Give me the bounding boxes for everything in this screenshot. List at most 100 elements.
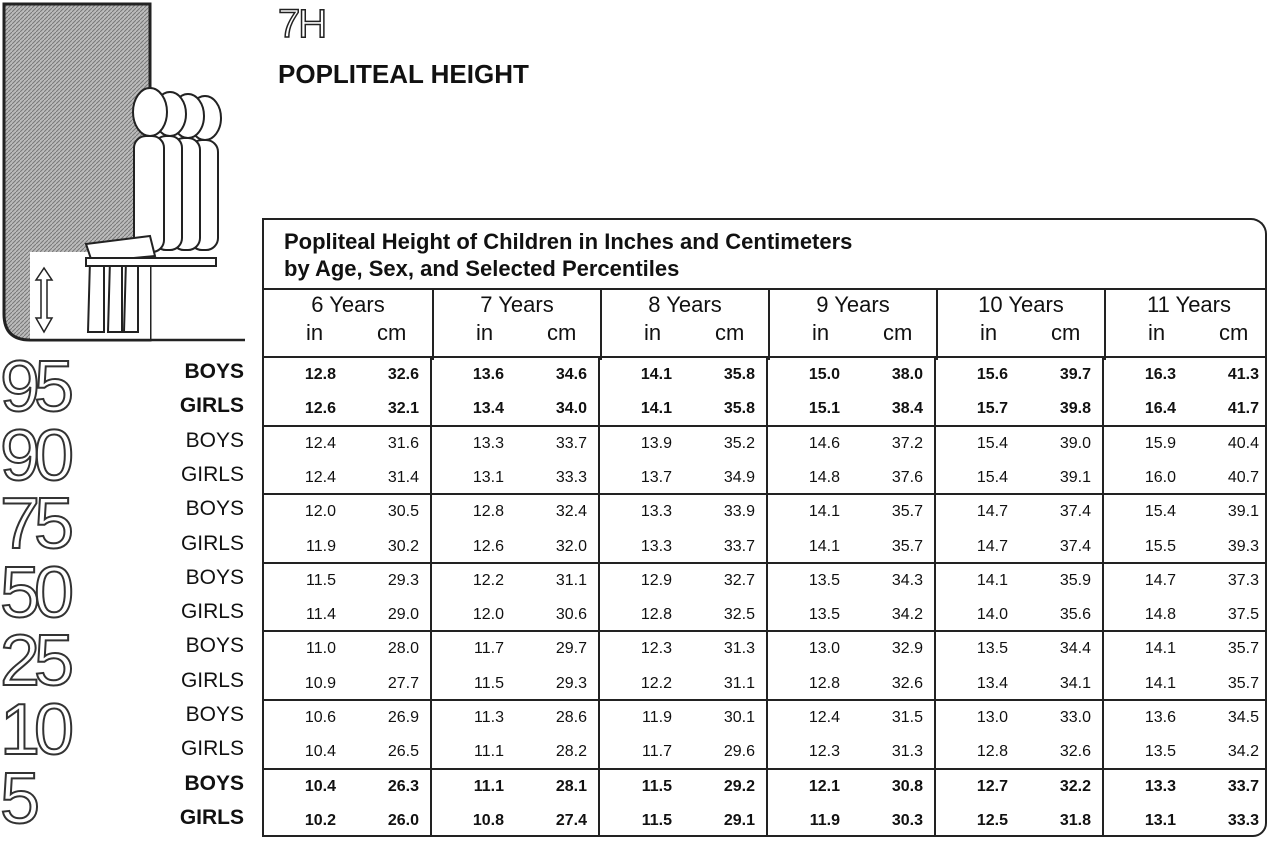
year-label: 8 Years (648, 292, 722, 317)
page-title: POPLITEAL HEIGHT (278, 59, 529, 89)
table-cell: 39.0 (1059, 434, 1091, 452)
sex-label: BOYS (185, 428, 244, 452)
table-cell: 31.3 (891, 743, 923, 761)
table-cell: 12.4 (304, 434, 336, 452)
table-cell: 31.8 (1059, 811, 1091, 829)
table-cell: 14.0 (976, 606, 1008, 624)
sex-label: BOYS (185, 703, 244, 726)
caption-line-1: Popliteal Height of Children in Inches a… (284, 229, 853, 254)
data-table: 12.8 32.6 13.6 34.6 14.1 35.8 15.0 38.0 15.6 39.7… (262, 356, 1267, 837)
seated-children-illustration (2, 2, 245, 342)
sex-label: GIRLS (180, 462, 244, 486)
table-cell: 31.6 (387, 434, 419, 452)
percentile-divider (264, 561, 1265, 564)
table-cell: 28.0 (387, 640, 419, 658)
table-cell: 26.0 (387, 811, 419, 829)
percentile-number: 5 (0, 758, 41, 839)
year-label: 11 Years (1146, 292, 1231, 317)
sex-label: GIRLS (179, 805, 244, 829)
table-cell: 15.7 (976, 400, 1008, 418)
table-cell: 12.9 (640, 571, 672, 589)
table-cell: 30.8 (891, 777, 923, 795)
table-cell: 12.2 (472, 571, 504, 589)
table-cell: 12.8 (472, 503, 504, 521)
table-cell: 34.2 (1227, 743, 1259, 761)
table-cell: 13.1 (472, 468, 504, 486)
table-cell: 31.4 (387, 468, 419, 486)
table-cell: 11.1 (474, 743, 504, 761)
table-cell: 35.6 (1059, 606, 1091, 624)
table-cell: 39.8 (1059, 400, 1091, 418)
table-cell: 15.5 (1144, 537, 1176, 555)
table-cell: 39.7 (1059, 366, 1091, 383)
table-cell: 39.3 (1227, 537, 1259, 555)
table-cell: 29.2 (723, 777, 755, 795)
table-cell: 13.7 (640, 468, 672, 486)
year-header: 7 Years in cm (432, 290, 600, 360)
sex-label: BOYS (185, 634, 244, 658)
table-cell: 13.5 (1144, 743, 1176, 761)
sex-label: BOYS (185, 497, 244, 521)
table-cell: 12.8 (304, 366, 336, 383)
table-cell: 13.5 (808, 571, 840, 589)
percentile-number: 10 (0, 690, 75, 770)
percentile-divider (264, 493, 1265, 496)
table-cell: 15.0 (808, 366, 840, 383)
table-cell: 13.0 (976, 709, 1008, 726)
sex-label: GIRLS (180, 737, 244, 761)
table-cell: 13.1 (1144, 811, 1176, 829)
table-cell: 37.3 (1227, 571, 1259, 589)
table-cell: 11.9 (809, 811, 840, 829)
table-cell: 41.3 (1227, 366, 1259, 383)
table-cell: 16.0 (1144, 468, 1176, 486)
table-cell: 32.4 (555, 503, 587, 521)
table-cell: 13.5 (808, 606, 840, 624)
table-cell: 35.9 (1059, 571, 1091, 589)
table-cell: 14.1 (808, 503, 840, 521)
table-cell: 28.2 (555, 743, 587, 761)
table-cell: 15.1 (808, 400, 840, 418)
table-cell: 26.5 (387, 743, 419, 761)
table-cell: 32.6 (387, 366, 419, 383)
table-cell: 11.1 (473, 777, 504, 795)
table-cell: 31.1 (723, 674, 755, 692)
year-header: 10 Years in cm (936, 290, 1104, 360)
table-cell: 33.9 (723, 503, 755, 521)
column-divider (1102, 358, 1104, 835)
table-cell: 10.8 (472, 811, 504, 829)
table-cell: 30.1 (723, 709, 755, 726)
table-cell: 40.7 (1227, 468, 1259, 486)
table-cell: 35.2 (723, 434, 755, 452)
table-cell: 30.5 (387, 503, 419, 521)
table-cell: 31.1 (555, 571, 587, 589)
table-cell: 14.1 (976, 571, 1008, 589)
table-cell: 32.6 (891, 674, 923, 692)
unit-cm-label: cm (1219, 320, 1249, 345)
unit-in-label: in (812, 320, 830, 345)
table-cell: 34.4 (1059, 640, 1091, 658)
table-cell: 35.8 (723, 366, 755, 383)
table-cell: 35.7 (1227, 640, 1259, 658)
table-cell: 34.3 (891, 571, 923, 589)
table-cell: 10.6 (304, 709, 336, 726)
table-cell: 34.2 (891, 606, 923, 624)
table-cell: 12.3 (808, 743, 840, 761)
table-cell: 28.6 (555, 709, 587, 726)
table-cell: 34.0 (555, 400, 587, 418)
table-cell: 13.3 (472, 434, 504, 452)
table-cell: 10.4 (304, 743, 336, 761)
year-header: 9 Years in cm (768, 290, 936, 360)
sex-label: BOYS (185, 565, 244, 589)
table-cell: 10.2 (304, 811, 336, 829)
table-cell: 14.1 (1144, 674, 1176, 692)
unit-in-label: in (1148, 320, 1166, 345)
table-cell: 12.0 (472, 606, 504, 624)
table-cell: 33.0 (1059, 709, 1091, 726)
year-header: 8 Years in cm (600, 290, 768, 360)
percentile-number: 95 (0, 347, 75, 427)
table-cell: 37.4 (1059, 537, 1091, 555)
caption-line-2: by Age, Sex, and Selected Percentiles (284, 256, 680, 281)
table-cell: 12.2 (640, 674, 672, 692)
unit-cm-label: cm (715, 320, 745, 345)
table-cell: 27.4 (555, 811, 587, 829)
